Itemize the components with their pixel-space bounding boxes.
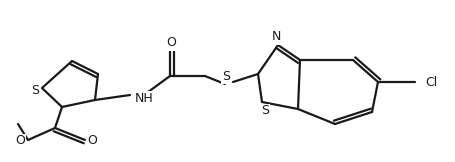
Text: Cl: Cl: [425, 75, 437, 88]
Text: O: O: [87, 134, 97, 147]
Text: N: N: [271, 30, 281, 44]
Text: NH: NH: [135, 92, 154, 104]
Text: O: O: [166, 36, 176, 50]
Text: S: S: [261, 104, 269, 117]
Text: S: S: [31, 83, 39, 97]
Text: O: O: [15, 134, 25, 147]
Text: S: S: [222, 69, 230, 82]
